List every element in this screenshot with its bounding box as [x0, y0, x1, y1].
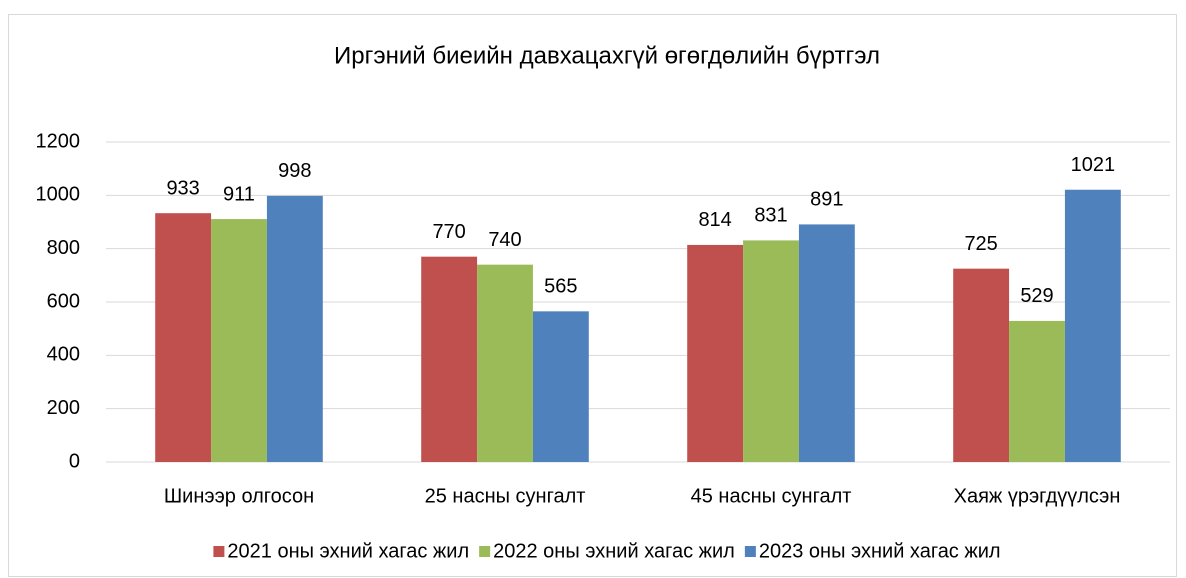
bar — [211, 219, 267, 462]
x-tick-label: Хаяж үрэгдүүлсэн — [954, 485, 1121, 507]
legend-label: 2022 оны эхний хагас жил — [493, 540, 735, 562]
value-label: 891 — [810, 189, 843, 211]
bar — [532, 311, 589, 462]
x-tick-label: Шинээр олгосон — [164, 485, 314, 507]
y-tick-label: 600 — [47, 290, 80, 312]
bar — [1064, 189, 1121, 462]
bar — [687, 244, 744, 462]
bar — [155, 213, 212, 462]
bar — [266, 195, 323, 462]
y-tick-label: 0 — [69, 450, 80, 472]
bar — [798, 224, 855, 462]
value-label: 933 — [166, 177, 199, 199]
value-label: 770 — [432, 221, 465, 243]
value-label: 725 — [964, 233, 997, 255]
legend-swatch — [479, 546, 491, 557]
bar — [1009, 320, 1065, 462]
value-label: 814 — [698, 209, 731, 231]
legend-label: 2021 оны эхний хагас жил — [227, 540, 469, 562]
y-tick-label: 1000 — [36, 184, 81, 206]
value-label: 529 — [1020, 285, 1053, 307]
bar — [421, 256, 478, 462]
value-label: 831 — [754, 205, 787, 227]
value-label: 911 — [223, 183, 255, 205]
value-label: 998 — [278, 160, 311, 182]
value-label: 565 — [544, 276, 577, 298]
bar — [477, 264, 533, 462]
value-label: 740 — [488, 229, 521, 251]
x-tick-label: 45 насны сунгалт — [691, 485, 852, 507]
legend-swatch — [213, 546, 225, 557]
y-tick-label: 1200 — [36, 130, 81, 152]
x-tick-label: 25 насны сунгалт — [425, 485, 586, 507]
y-tick-label: 400 — [47, 344, 80, 366]
bar — [743, 240, 799, 462]
value-label: 1021 — [1071, 154, 1116, 176]
y-tick-label: 800 — [47, 237, 80, 259]
legend-label: 2023 оны эхний хагас жил — [759, 540, 1001, 562]
y-tick-label: 200 — [47, 397, 80, 419]
legend-swatch — [744, 546, 756, 557]
bar — [953, 268, 1010, 462]
chart-title: Иргэний биеийн давхацахгүй өгөгдөлийн бү… — [334, 42, 880, 69]
